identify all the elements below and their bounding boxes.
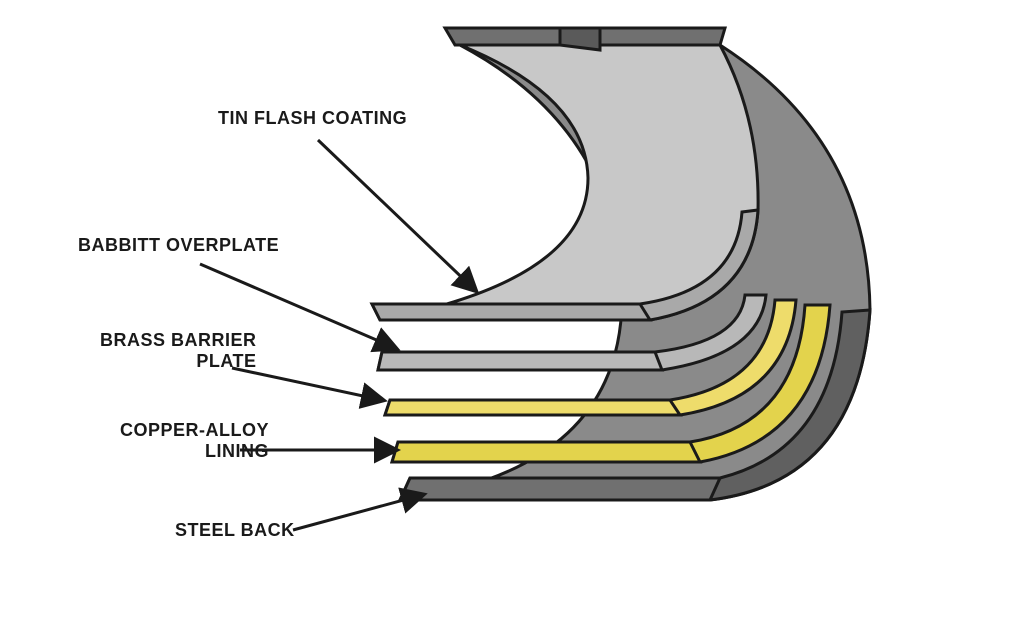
arrow-brass [232, 368, 382, 400]
layer-tin-flash [372, 45, 758, 320]
label-babbitt: BABBITT OVERPLATE [78, 235, 279, 256]
label-copper: COPPER-ALLOY LINING [120, 420, 269, 461]
label-brass: BRASS BARRIER PLATE [100, 330, 257, 371]
arrow-tin-flash [318, 140, 475, 290]
label-steel: STEEL BACK [175, 520, 295, 541]
bearing-layers-diagram: TIN FLASH COATING BABBITT OVERPLATE BRAS… [0, 0, 1024, 625]
arrow-steel [293, 495, 422, 530]
bearing-svg [0, 0, 1024, 625]
label-tin-flash: TIN FLASH COATING [218, 108, 407, 129]
